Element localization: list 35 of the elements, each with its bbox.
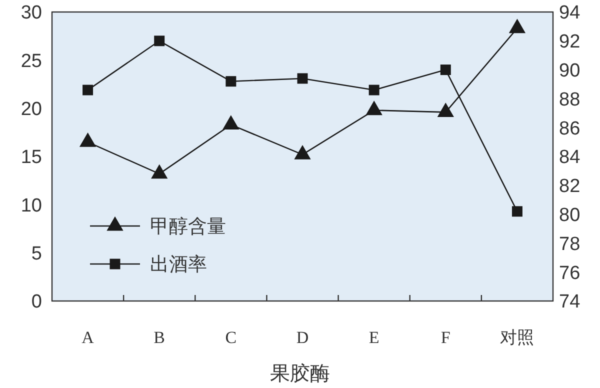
x-tick-label: C xyxy=(225,328,237,347)
y2-tick-label: 84 xyxy=(559,147,581,168)
point xyxy=(82,84,94,96)
point xyxy=(440,64,451,76)
x-tick-label: B xyxy=(154,328,166,347)
y2-tick-label: 82 xyxy=(559,176,580,198)
legend-label: 出酒率 xyxy=(150,254,207,276)
y2-tick-label: 86 xyxy=(559,118,580,140)
point xyxy=(297,73,308,84)
y-tick-label: 0 xyxy=(31,292,42,313)
x-tick-label: 对照 xyxy=(500,328,534,347)
point xyxy=(154,36,165,46)
y2-tick-label: 92 xyxy=(559,32,580,53)
point xyxy=(512,206,522,217)
y-tick-label: 10 xyxy=(20,195,42,216)
y-tick-label: 25 xyxy=(20,50,42,72)
y2-tick-label: 78 xyxy=(559,234,580,255)
x-tick-label: E xyxy=(368,328,380,347)
y2-tick-label: 74 xyxy=(559,292,581,313)
x-tick-label: A xyxy=(82,328,95,347)
y-tick-label: 5 xyxy=(31,243,42,264)
x-tick-label: F xyxy=(440,328,450,347)
legend-label: 甲醇含量 xyxy=(150,216,226,238)
y2-tick-label: 80 xyxy=(559,204,580,226)
y-tick-label: 20 xyxy=(20,98,42,120)
y2-tick-label: 90 xyxy=(559,60,580,82)
y2-tick-label: 88 xyxy=(559,89,580,110)
x-tick-label: D xyxy=(296,328,309,347)
y2-tick-label: 76 xyxy=(559,262,580,284)
y-tick-label: 30 xyxy=(20,2,42,24)
point xyxy=(226,76,236,87)
y-tick-label: 15 xyxy=(20,147,42,168)
x-axis-title: 果胶酶 xyxy=(270,363,330,385)
point xyxy=(368,84,380,96)
y2-tick-label: 94 xyxy=(559,2,581,24)
